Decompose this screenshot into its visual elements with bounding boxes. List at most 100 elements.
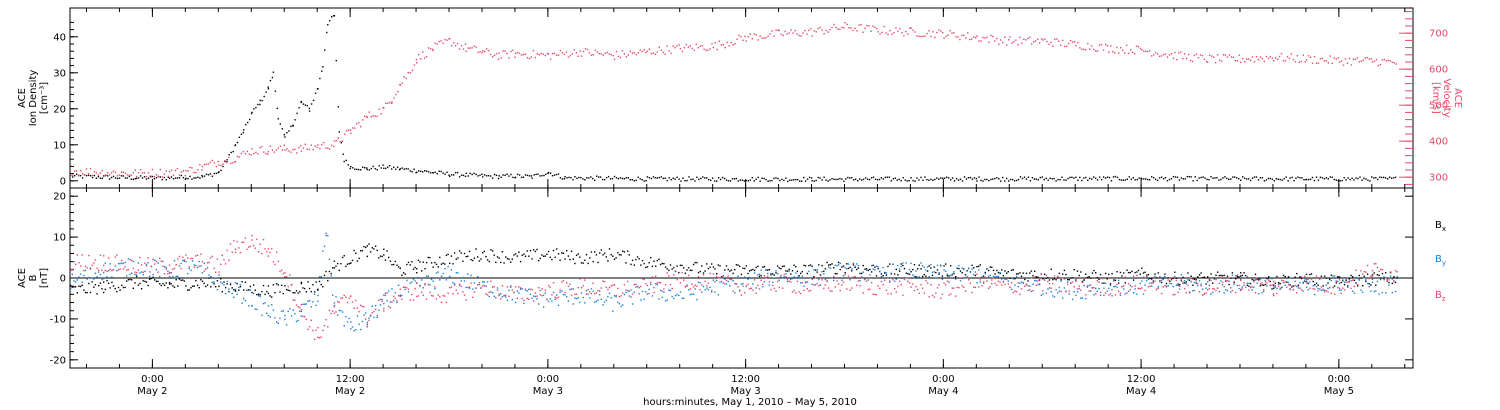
bz-point — [808, 290, 810, 292]
bx-point — [612, 255, 614, 257]
by-point — [172, 275, 174, 278]
by-point — [122, 262, 125, 265]
density-point — [729, 180, 732, 182]
by-point — [757, 274, 759, 276]
by-point — [859, 280, 861, 282]
bz-point — [628, 295, 630, 297]
bx-point — [406, 263, 408, 266]
bx-point — [757, 265, 759, 267]
velocity-point — [864, 27, 866, 29]
bx-point — [167, 287, 169, 289]
bx-point — [874, 266, 876, 268]
velocity-point — [1205, 60, 1208, 63]
density-point — [1180, 177, 1183, 179]
velocity-point — [1089, 48, 1091, 50]
by-point — [200, 265, 202, 267]
by-point — [269, 316, 271, 318]
velocity-point — [660, 49, 662, 51]
velocity-point — [1209, 54, 1211, 57]
bz-point — [712, 273, 715, 275]
velocity-point — [1350, 64, 1353, 66]
by-point — [1380, 278, 1382, 281]
bx-point — [1136, 271, 1138, 273]
bx-point — [587, 262, 589, 265]
bz-point — [1160, 292, 1163, 295]
bz-point — [1058, 286, 1061, 289]
bz-point — [1073, 286, 1075, 288]
velocity-point — [230, 162, 232, 165]
velocity-point — [1338, 61, 1341, 63]
bz-point — [650, 281, 652, 284]
bx-point — [671, 268, 673, 270]
by-point — [1342, 279, 1344, 281]
by-point — [1378, 293, 1380, 295]
density-point — [1392, 177, 1395, 179]
bx-point — [846, 263, 848, 265]
velocity-point — [1073, 41, 1076, 43]
bx-point — [1154, 273, 1156, 275]
bx-point — [1325, 277, 1328, 279]
by-point — [1174, 275, 1176, 278]
density-point — [658, 176, 660, 179]
bx-point — [1376, 274, 1379, 276]
density-point — [1077, 179, 1079, 181]
density-point — [85, 175, 88, 177]
bz-point — [397, 295, 400, 297]
velocity-point — [963, 34, 965, 36]
bx-point — [1076, 270, 1079, 272]
density-point — [743, 180, 745, 182]
bx-point — [760, 274, 762, 277]
velocity-point — [1356, 57, 1358, 59]
bz-point — [1361, 273, 1364, 275]
bz-point — [651, 276, 654, 278]
bx-point — [801, 271, 803, 273]
velocity-point — [683, 47, 686, 49]
density-point — [1315, 176, 1318, 178]
bx-point — [473, 257, 476, 259]
by-point — [635, 286, 637, 288]
by-point — [343, 325, 345, 327]
velocity-point — [1077, 41, 1079, 44]
bz-point — [107, 257, 110, 259]
velocity-point — [1182, 57, 1184, 60]
velocity-point — [485, 48, 488, 50]
velocity-point — [481, 52, 483, 54]
by-point — [1327, 287, 1329, 290]
velocity-point — [705, 49, 707, 51]
bz-point — [928, 296, 930, 298]
bx-point — [584, 259, 586, 261]
bz-point — [1279, 287, 1281, 289]
density-tick-label: 20 — [53, 104, 66, 115]
by-point — [109, 263, 111, 265]
velocity-point — [856, 30, 858, 32]
by-point — [1034, 279, 1036, 282]
bz-point — [223, 259, 225, 261]
by-point — [969, 271, 972, 273]
by-point — [658, 298, 660, 300]
bz-point — [411, 293, 413, 296]
bx-point — [490, 249, 492, 251]
bx-point — [831, 263, 833, 265]
density-point — [1015, 179, 1018, 182]
bx-point — [1160, 281, 1163, 284]
velocity-point — [1245, 58, 1248, 60]
by-point — [73, 280, 75, 282]
density-point — [257, 103, 259, 106]
bx-point — [600, 249, 602, 251]
bx-point — [1375, 284, 1377, 286]
bz-point — [86, 267, 88, 269]
by-point — [356, 315, 359, 317]
bz-point — [1376, 266, 1379, 269]
bx-point — [496, 256, 499, 258]
by-point — [1146, 279, 1148, 282]
bx-point — [1396, 277, 1398, 279]
velocity-point — [1197, 57, 1200, 59]
bx-point — [1352, 276, 1354, 278]
bz-point — [735, 283, 738, 285]
by-point — [1294, 280, 1296, 282]
by-point — [646, 293, 649, 295]
by-point — [1333, 275, 1336, 277]
bx-point — [1113, 279, 1115, 281]
density-point — [662, 177, 664, 180]
